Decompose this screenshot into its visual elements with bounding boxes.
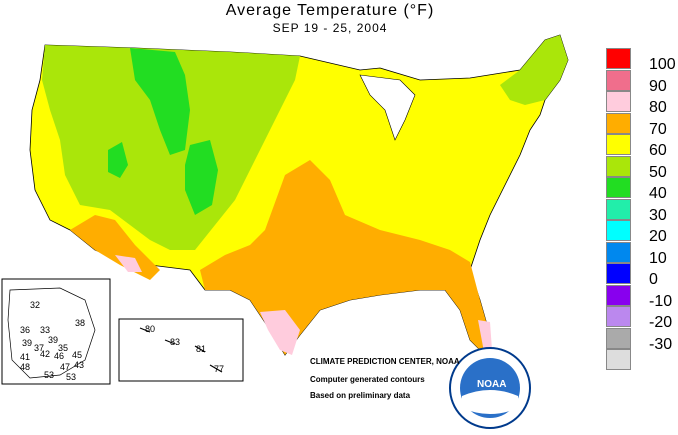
legend-label: -20 bbox=[649, 314, 673, 331]
legend-swatch bbox=[606, 112, 631, 134]
legend-label: 30 bbox=[649, 206, 667, 224]
legend-label: 60 bbox=[649, 142, 667, 159]
legend-label: 100 bbox=[649, 56, 676, 73]
legend-swatch bbox=[606, 263, 631, 284]
legend-swatch bbox=[606, 155, 631, 177]
zone-50s-northeast bbox=[500, 35, 568, 105]
legend-label: 40 bbox=[649, 185, 667, 202]
alaska-station-value: 33 bbox=[40, 325, 51, 335]
alaska-station-value: 43 bbox=[74, 360, 85, 370]
legend-swatch bbox=[606, 91, 631, 112]
legend-swatch bbox=[606, 48, 631, 69]
legend-swatch bbox=[606, 69, 631, 91]
legend-swatch bbox=[606, 177, 631, 198]
legend-swatch bbox=[606, 198, 631, 220]
legend-label: -30 bbox=[649, 335, 673, 353]
hawaii-station-value: 77 bbox=[214, 364, 225, 374]
legend-label: 90 bbox=[649, 77, 667, 95]
legend-swatch bbox=[606, 220, 631, 241]
alaska-station-value: 53 bbox=[66, 372, 77, 382]
legend-swatch bbox=[606, 306, 631, 327]
credit-contours: Computer generated contours bbox=[310, 375, 425, 384]
credit-center: CLIMATE PREDICTION CENTER, NOAA bbox=[310, 357, 460, 366]
zone-80s-florida bbox=[478, 320, 492, 352]
hawaii-station-value: 81 bbox=[196, 344, 207, 354]
alaska-station-value: 32 bbox=[30, 300, 41, 310]
legend-item: 100 bbox=[606, 48, 678, 73]
legend-item: -10 bbox=[606, 284, 678, 310]
zone-70s-south bbox=[200, 160, 490, 355]
zone-40s-wyoming bbox=[185, 140, 218, 215]
alaska-station-value: 39 bbox=[48, 335, 59, 345]
legend-swatch bbox=[606, 349, 631, 370]
legend-swatch bbox=[606, 241, 631, 263]
hawaii-inset bbox=[118, 318, 244, 382]
alaska-station-value: 45 bbox=[72, 350, 83, 360]
legend-item: 0 bbox=[606, 263, 678, 288]
legend-label: 10 bbox=[649, 249, 667, 267]
alaska-station-value: 46 bbox=[54, 351, 65, 361]
legend-item: 40 bbox=[606, 177, 678, 202]
alaska-station-value: 36 bbox=[20, 325, 31, 335]
legend-item: 30 bbox=[606, 198, 678, 224]
hawaii-station-value: 80 bbox=[145, 324, 156, 334]
zone-80s-arizona bbox=[115, 255, 142, 272]
credit-data: Based on preliminary data bbox=[310, 391, 411, 400]
alaska-station-value: 48 bbox=[20, 362, 31, 372]
zone-40s-idaho bbox=[108, 142, 128, 178]
map-subtitle: SEP 19 - 25, 2004 bbox=[272, 21, 388, 35]
legend-item: -30 bbox=[606, 327, 678, 353]
zone-40s-montana bbox=[130, 48, 190, 155]
alaska-shape bbox=[7, 287, 96, 379]
alaska-station-value: 35 bbox=[58, 343, 69, 353]
legend-item bbox=[606, 349, 678, 371]
legend-item: 80 bbox=[606, 91, 678, 116]
alaska-station-value: 42 bbox=[40, 349, 51, 359]
great-lakes bbox=[359, 74, 416, 141]
alaska-station-value: 41 bbox=[20, 352, 31, 362]
alaska-station-value: 38 bbox=[75, 318, 86, 328]
legend-label: 0 bbox=[649, 271, 658, 288]
legend-item: 60 bbox=[606, 134, 678, 159]
legend-label: 80 bbox=[649, 99, 667, 116]
legend-label: 50 bbox=[649, 163, 667, 181]
legend-swatch bbox=[606, 327, 631, 349]
legend-item: 90 bbox=[606, 69, 678, 95]
alaska-station-value: 37 bbox=[34, 343, 45, 353]
legend-item: 20 bbox=[606, 220, 678, 245]
legend-item: 50 bbox=[606, 155, 678, 181]
alaska-station-value: 39 bbox=[22, 338, 33, 348]
map-title: Average Temperature (°F) bbox=[225, 2, 435, 19]
noaa-logo bbox=[449, 347, 531, 429]
legend-label: 70 bbox=[649, 120, 667, 138]
legend-label: 20 bbox=[649, 228, 667, 245]
noaa-logo-text: NOAA bbox=[477, 379, 507, 390]
legend-swatch bbox=[606, 284, 631, 306]
legend-item: -20 bbox=[606, 306, 678, 331]
alaska-station-value: 53 bbox=[44, 370, 55, 380]
legend-swatch bbox=[606, 134, 631, 155]
alaska-station-value: 47 bbox=[60, 362, 71, 372]
legend-label: -10 bbox=[649, 292, 673, 310]
legend-item: 70 bbox=[606, 112, 678, 138]
legend-item: 10 bbox=[606, 241, 678, 267]
hawaii-islands bbox=[139, 327, 223, 373]
zone-80s-texas bbox=[260, 310, 300, 355]
hawaii-station-value: 83 bbox=[170, 337, 181, 347]
